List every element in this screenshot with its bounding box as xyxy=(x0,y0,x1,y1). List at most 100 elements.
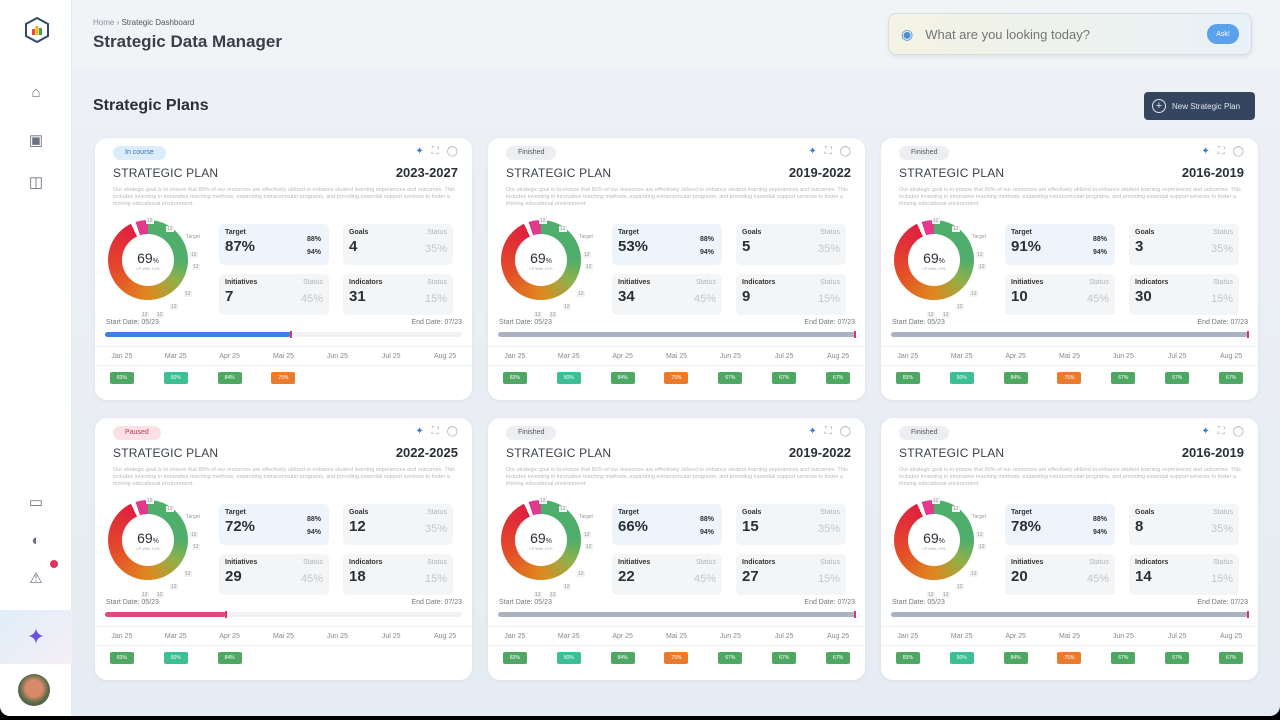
target-box[interactable]: Target 72% 88% 94% xyxy=(219,504,329,545)
pin-icon[interactable]: ✦ xyxy=(1201,146,1210,157)
month-status-chip[interactable]: 83% xyxy=(895,652,920,664)
strategic-plan-card[interactable]: Finished ✦ ⛶ ◯ STRATEGIC PLAN 2016-2019 Ou… xyxy=(881,138,1258,400)
month-status-chip[interactable]: 84% xyxy=(217,652,242,664)
strategic-plan-card[interactable]: Paused ✦ ⛶ ◯ STRATEGIC PLAN 2022-2025 Our … xyxy=(95,418,472,680)
month-status-chip[interactable]: 75% xyxy=(664,652,689,664)
start-date: Start Date: 05/23 xyxy=(892,319,945,326)
month-status-chip[interactable]: 67% xyxy=(1165,372,1190,384)
month-status-chip[interactable]: 67% xyxy=(1111,372,1136,384)
target-box[interactable]: Target 91% 88% 94% xyxy=(1005,224,1115,265)
target-box[interactable]: Target 66% 88% 94% xyxy=(612,504,722,545)
target-box[interactable]: Target 78% 88% 94% xyxy=(1005,504,1115,545)
goals-box[interactable]: Goals 15 Status 35% xyxy=(736,504,846,545)
month-status-chip[interactable]: 67% xyxy=(826,372,851,384)
new-strategic-plan-button[interactable]: + New Strategic Plan xyxy=(1144,92,1255,120)
target-box[interactable]: Target 53% 88% 94% xyxy=(612,224,722,265)
strategic-plan-card[interactable]: In course ✦ ⛶ ◯ STRATEGIC PLAN 2023-2027 O… xyxy=(95,138,472,400)
month-status-chip[interactable]: 84% xyxy=(610,652,635,664)
more-icon[interactable]: ◯ xyxy=(839,146,851,157)
more-icon[interactable]: ◯ xyxy=(446,146,458,157)
month-status-chip[interactable]: 84% xyxy=(1003,372,1028,384)
indicators-box[interactable]: Indicators 27 Status 15% xyxy=(736,554,846,595)
user-avatar[interactable] xyxy=(18,674,50,706)
alert-icon[interactable]: ⚠ xyxy=(29,570,43,587)
reports-icon[interactable]: ▣ xyxy=(28,132,44,149)
month-status-chip[interactable]: 67% xyxy=(1219,372,1244,384)
initiatives-box[interactable]: Initiatives 22 Status 45% xyxy=(612,554,722,595)
month-status-chip[interactable]: 50% xyxy=(556,652,581,664)
pin-icon[interactable]: ✦ xyxy=(808,146,817,157)
month-status-chip[interactable]: 75% xyxy=(271,372,296,384)
month-status-chip[interactable]: 67% xyxy=(772,652,797,664)
ai-assistant-button[interactable]: ✦ xyxy=(0,610,72,664)
month-status-chip[interactable]: 50% xyxy=(556,372,581,384)
more-icon[interactable]: ◯ xyxy=(839,426,851,437)
strategic-plan-card[interactable]: Finished ✦ ⛶ ◯ STRATEGIC PLAN 2019-2022 Ou… xyxy=(488,418,865,680)
pin-icon[interactable]: ✦ xyxy=(415,426,424,437)
goals-box[interactable]: Goals 5 Status 35% xyxy=(736,224,846,265)
strategic-plan-card[interactable]: Finished ✦ ⛶ ◯ STRATEGIC PLAN 2016-2019 Ou… xyxy=(881,418,1258,680)
goals-box[interactable]: Goals 3 Status 35% xyxy=(1129,224,1239,265)
indicators-box[interactable]: Indicators 14 Status 15% xyxy=(1129,554,1239,595)
expand-icon[interactable]: ⛶ xyxy=(1217,426,1225,437)
month-status-chip[interactable]: 67% xyxy=(1219,652,1244,664)
pin-icon[interactable]: ✦ xyxy=(808,426,817,437)
more-icon[interactable]: ◯ xyxy=(1232,426,1244,437)
month-status-chip[interactable]: 75% xyxy=(1057,372,1082,384)
month-status-chip[interactable]: 83% xyxy=(502,372,527,384)
month-status-chip[interactable]: 67% xyxy=(1111,652,1136,664)
more-icon[interactable]: ◯ xyxy=(446,426,458,437)
app-logo-icon[interactable] xyxy=(25,17,49,43)
month-status-chip[interactable]: 50% xyxy=(163,652,188,664)
pin-icon[interactable]: ✦ xyxy=(1201,426,1210,437)
pin-icon[interactable]: ✦ xyxy=(415,146,424,157)
expand-icon[interactable]: ⛶ xyxy=(824,426,832,437)
monitor-icon[interactable]: ◫ xyxy=(28,174,44,191)
month-status-chip[interactable]: 50% xyxy=(163,372,188,384)
more-icon[interactable]: ◯ xyxy=(1232,146,1244,157)
month-status-chip[interactable]: 83% xyxy=(109,372,134,384)
indicators-box[interactable]: Indicators 30 Status 15% xyxy=(1129,274,1239,315)
presentation-icon[interactable]: ▭ xyxy=(28,494,44,511)
breadcrumb-home[interactable]: Home xyxy=(93,18,115,27)
initiatives-box[interactable]: Initiatives 34 Status 45% xyxy=(612,274,722,315)
goals-box[interactable]: Goals 4 Status 35% xyxy=(343,224,453,265)
goals-box[interactable]: Goals 8 Status 35% xyxy=(1129,504,1239,545)
month-status-chip[interactable]: 67% xyxy=(718,652,743,664)
month-status-chip[interactable]: 50% xyxy=(949,652,974,664)
month-status-chip[interactable]: 50% xyxy=(949,372,974,384)
indicators-box[interactable]: Indicators 31 Status 15% xyxy=(343,274,453,315)
month-status-chip[interactable]: 83% xyxy=(895,372,920,384)
month-status-chip[interactable]: 67% xyxy=(826,652,851,664)
target-box[interactable]: Target 87% 88% 94% xyxy=(219,224,329,265)
month-status-chip[interactable]: 75% xyxy=(664,372,689,384)
indicators-box[interactable]: Indicators 18 Status 15% xyxy=(343,554,453,595)
expand-icon[interactable]: ⛶ xyxy=(1217,146,1225,157)
month-status-chip[interactable]: 84% xyxy=(610,372,635,384)
expand-icon[interactable]: ⛶ xyxy=(824,146,832,157)
month-status-chip[interactable]: 84% xyxy=(1003,652,1028,664)
initiatives-box[interactable]: Initiatives 10 Status 45% xyxy=(1005,274,1115,315)
month-status-chip[interactable]: 75% xyxy=(1057,652,1082,664)
month-status-chip[interactable]: 83% xyxy=(109,652,134,664)
home-icon[interactable]: ⌂ xyxy=(31,83,41,101)
month-status-chip[interactable]: 67% xyxy=(772,372,797,384)
initiatives-box[interactable]: Initiatives 20 Status 45% xyxy=(1005,554,1115,595)
card-tools: ✦ ⛶ ◯ xyxy=(415,426,458,437)
month-status-chip[interactable]: 84% xyxy=(217,372,242,384)
ask-button[interactable]: Ask! xyxy=(1207,24,1239,44)
donut-tick-label: 12 xyxy=(192,264,200,270)
month-status-chip[interactable]: 67% xyxy=(718,372,743,384)
initiatives-box[interactable]: Initiatives 29 Status 45% xyxy=(219,554,329,595)
strategic-plan-card[interactable]: Finished ✦ ⛶ ◯ STRATEGIC PLAN 2019-2022 Ou… xyxy=(488,138,865,400)
expand-icon[interactable]: ⛶ xyxy=(431,146,439,157)
ask-input[interactable] xyxy=(925,26,1207,42)
month-status-chip[interactable]: 83% xyxy=(502,652,527,664)
initiatives-box[interactable]: Initiatives 7 Status 45% xyxy=(219,274,329,315)
indicators-box[interactable]: Indicators 9 Status 15% xyxy=(736,274,846,315)
month-status-chip[interactable]: 67% xyxy=(1165,652,1190,664)
goals-box[interactable]: Goals 12 Status 35% xyxy=(343,504,453,545)
donut-tick-label: 12 xyxy=(978,264,986,270)
expand-icon[interactable]: ⛶ xyxy=(431,426,439,437)
theme-toggle-icon[interactable]: ◐ xyxy=(31,531,41,549)
